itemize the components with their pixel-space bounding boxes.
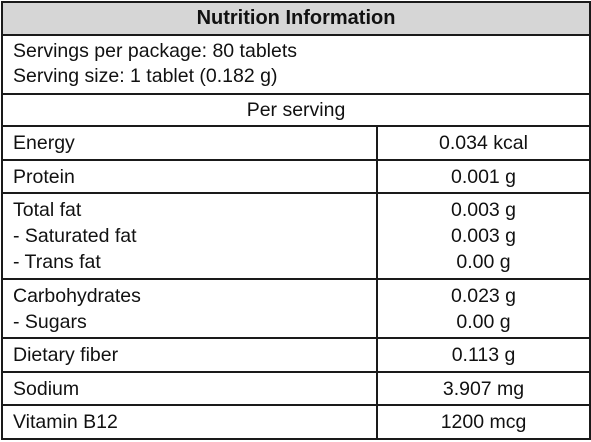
nutrient-name: Vitamin B12 bbox=[1, 404, 378, 440]
value-trans-fat: 0.00 g bbox=[456, 251, 511, 274]
nutrient-name: Total fat - Saturated fat - Trans fat bbox=[1, 192, 378, 281]
nutrient-name: Sodium bbox=[1, 370, 378, 407]
nutrient-value: 0.023 g 0.00 g bbox=[375, 278, 591, 340]
servings-row: Servings per package: 80 tablets Serving… bbox=[0, 33, 591, 95]
nutrient-vitamin-b12: Vitamin B12 bbox=[13, 411, 118, 434]
nutrient-name: Protein bbox=[1, 158, 378, 195]
value-sugars: 0.00 g bbox=[456, 310, 511, 333]
table-row: Total fat - Saturated fat - Trans fat 0.… bbox=[1, 192, 591, 281]
value-dietary-fiber: 0.113 g bbox=[451, 343, 516, 366]
value-sodium: 3.907 mg bbox=[442, 377, 525, 400]
nutrient-saturated-fat: - Saturated fat bbox=[13, 225, 137, 248]
nutrient-carbohydrates: Carbohydrates bbox=[13, 284, 141, 307]
nutrient-protein: Protein bbox=[13, 165, 75, 188]
nutrient-total-fat: Total fat bbox=[13, 199, 82, 222]
table-row: Vitamin B12 1200 mcg bbox=[1, 404, 591, 440]
value-vitamin-b12: 1200 mcg bbox=[440, 411, 527, 434]
nutrient-dietary-fiber: Dietary fiber bbox=[13, 343, 119, 366]
table-row: Sodium 3.907 mg bbox=[1, 370, 591, 407]
nutrient-value: 1200 mcg bbox=[375, 404, 591, 440]
value-total-fat: 0.003 g bbox=[450, 199, 517, 222]
table-row: Protein 0.001 g bbox=[1, 158, 591, 195]
table-title: Nutrition Information bbox=[0, 1, 591, 36]
value-protein: 0.001 g bbox=[450, 165, 517, 188]
serving-size: Serving size: 1 tablet (0.182 g) bbox=[13, 65, 278, 88]
nutrient-name: Energy bbox=[1, 125, 378, 161]
nutrient-energy: Energy bbox=[13, 132, 75, 155]
servings-per-package: Servings per package: 80 tablets bbox=[13, 40, 298, 63]
nutrient-value: 0.001 g bbox=[375, 158, 591, 195]
table-row: Energy 0.034 kcal bbox=[1, 125, 591, 161]
nutrient-value: 3.907 mg bbox=[375, 370, 591, 407]
per-serving-row: Per serving bbox=[0, 92, 591, 128]
nutrient-value: 0.034 kcal bbox=[375, 125, 591, 161]
value-saturated-fat: 0.003 g bbox=[450, 225, 517, 248]
nutrient-value: 0.003 g 0.003 g 0.00 g bbox=[375, 192, 591, 281]
nutrient-sugars: - Sugars bbox=[13, 310, 87, 333]
nutrient-value: 0.113 g bbox=[375, 337, 591, 373]
nutrient-name: Carbohydrates - Sugars bbox=[1, 278, 378, 340]
nutrient-sodium: Sodium bbox=[13, 377, 80, 400]
nutrient-name: Dietary fiber bbox=[1, 337, 378, 373]
nutrient-trans-fat: - Trans fat bbox=[13, 251, 101, 274]
servings-info: Servings per package: 80 tablets Serving… bbox=[0, 33, 591, 95]
value-carbohydrates: 0.023 g bbox=[450, 284, 517, 307]
table-row: Dietary fiber 0.113 g bbox=[1, 337, 591, 373]
title-row: Nutrition Information bbox=[0, 1, 591, 36]
table-row: Carbohydrates - Sugars 0.023 g 0.00 g bbox=[1, 278, 591, 340]
per-serving-label: Per serving bbox=[0, 92, 591, 128]
value-energy: 0.034 kcal bbox=[439, 132, 528, 155]
